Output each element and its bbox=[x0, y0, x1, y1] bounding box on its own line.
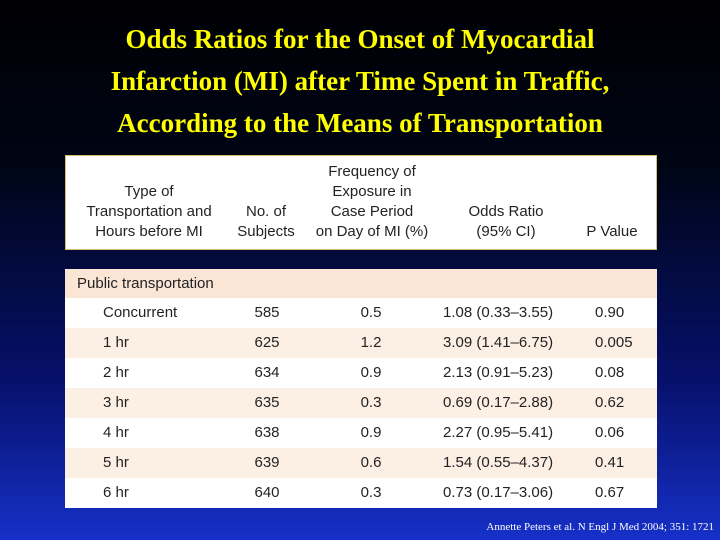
cell-subjects: 634 bbox=[254, 364, 280, 381]
section-label: Public transportation bbox=[77, 275, 214, 292]
table-row: 3 hr 635 0.3 0.69 (0.17–2.88) 0.62 bbox=[65, 388, 657, 418]
cell-odds-ratio: 1.54 (0.55–4.37) bbox=[443, 454, 554, 471]
table-row: Concurrent 585 0.5 1.08 (0.33–3.55) 0.90 bbox=[65, 298, 657, 328]
cell-hours: 4 hr bbox=[103, 424, 129, 441]
header-p-value: P Value bbox=[586, 223, 638, 240]
cell-p-value: 0.005 bbox=[595, 334, 633, 351]
cell-hours: 6 hr bbox=[103, 484, 129, 501]
cell-frequency: 0.9 bbox=[360, 424, 382, 441]
cell-p-value: 0.90 bbox=[595, 304, 625, 321]
cell-subjects: 585 bbox=[254, 304, 280, 321]
table-body: Public transportation Concurrent 585 0.5… bbox=[65, 269, 657, 508]
cell-subjects: 635 bbox=[254, 394, 280, 411]
cell-frequency: 0.5 bbox=[360, 304, 382, 321]
table-row: 5 hr 639 0.6 1.54 (0.55–4.37) 0.41 bbox=[65, 448, 657, 478]
cell-hours: 2 hr bbox=[103, 364, 129, 381]
cell-subjects: 638 bbox=[254, 424, 280, 441]
cell-subjects: 640 bbox=[254, 484, 280, 501]
header-odds-ratio: Odds Ratio (95% CI) bbox=[468, 203, 544, 240]
cell-odds-ratio: 0.73 (0.17–3.06) bbox=[443, 484, 554, 501]
citation: Annette Peters et al. N Engl J Med 2004;… bbox=[486, 521, 714, 533]
table-row: 4 hr 638 0.9 2.27 (0.95–5.41) 0.06 bbox=[65, 418, 657, 448]
slide-title: Odds Ratios for the Onset of Myocardial … bbox=[20, 18, 700, 144]
cell-subjects: 625 bbox=[254, 334, 280, 351]
table-row: 6 hr 640 0.3 0.73 (0.17–3.06) 0.67 bbox=[65, 478, 657, 508]
cell-p-value: 0.41 bbox=[595, 454, 625, 471]
table-header: Type of Transportation and Hours before … bbox=[65, 155, 657, 250]
cell-frequency: 0.3 bbox=[360, 394, 382, 411]
cell-odds-ratio: 0.69 (0.17–2.88) bbox=[443, 394, 554, 411]
header-subjects: No. of Subjects bbox=[237, 203, 295, 240]
cell-p-value: 0.67 bbox=[595, 484, 625, 501]
cell-subjects: 639 bbox=[254, 454, 280, 471]
cell-odds-ratio: 3.09 (1.41–6.75) bbox=[443, 334, 554, 351]
cell-odds-ratio: 2.13 (0.91–5.23) bbox=[443, 364, 554, 381]
table-row: 2 hr 634 0.9 2.13 (0.91–5.23) 0.08 bbox=[65, 358, 657, 388]
cell-frequency: 1.2 bbox=[360, 334, 382, 351]
cell-hours: Concurrent bbox=[103, 304, 178, 321]
cell-hours: 1 hr bbox=[103, 334, 129, 351]
cell-hours: 5 hr bbox=[103, 454, 129, 471]
cell-hours: 3 hr bbox=[103, 394, 129, 411]
cell-odds-ratio: 2.27 (0.95–5.41) bbox=[443, 424, 554, 441]
cell-frequency: 0.3 bbox=[360, 484, 382, 501]
header-transport-type: Type of Transportation and Hours before … bbox=[86, 183, 212, 240]
cell-p-value: 0.08 bbox=[595, 364, 625, 381]
cell-p-value: 0.62 bbox=[595, 394, 625, 411]
title-line: Infarction (MI) after Time Spent in Traf… bbox=[110, 66, 610, 96]
cell-odds-ratio: 1.08 (0.33–3.55) bbox=[443, 304, 554, 321]
section-row: Public transportation bbox=[65, 269, 657, 298]
cell-frequency: 0.9 bbox=[360, 364, 382, 381]
cell-p-value: 0.06 bbox=[595, 424, 625, 441]
title-line: According to the Means of Transportation bbox=[117, 108, 603, 138]
title-line: Odds Ratios for the Onset of Myocardial bbox=[125, 24, 595, 54]
table-row: 1 hr 625 1.2 3.09 (1.41–6.75) 0.005 bbox=[65, 328, 657, 358]
cell-frequency: 0.6 bbox=[360, 454, 382, 471]
header-exposure-frequency: Frequency of Exposure in Case Period on … bbox=[315, 163, 429, 240]
